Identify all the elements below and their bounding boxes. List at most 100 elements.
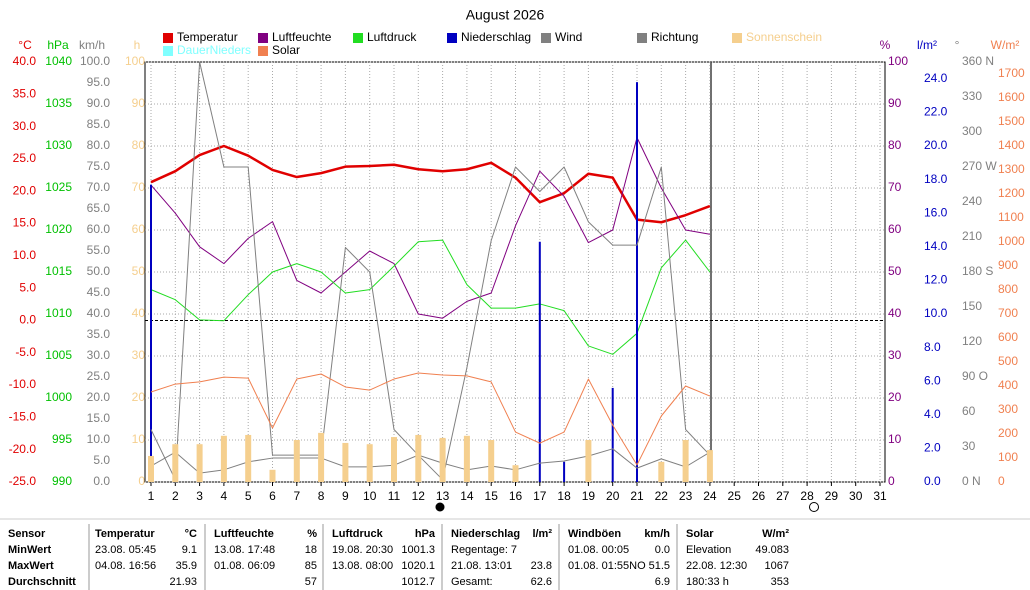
cell-left: Solar: [686, 528, 714, 540]
y-tick-label: 25.0: [87, 369, 111, 383]
x-tick-label: 11: [388, 489, 401, 503]
x-tick-label: 31: [873, 489, 887, 503]
cell-left: Luftdruck: [332, 528, 384, 540]
series-line: [150, 372, 711, 466]
legend-label: Solar: [272, 43, 300, 57]
bar: [658, 461, 665, 482]
bar: [415, 434, 422, 482]
y-tick-label: 330: [962, 89, 982, 103]
bar: [463, 435, 470, 482]
y-tick-label: 45.0: [87, 285, 111, 299]
cell-left: 23.08. 05:45: [95, 544, 156, 556]
y-tick-label: 100.0: [80, 54, 110, 68]
y-tick-label: -10.0: [9, 377, 37, 391]
x-tick-label: 3: [196, 489, 203, 503]
y-tick-label: 120: [962, 334, 982, 348]
y-tick-label: 12.0: [924, 273, 948, 287]
cell-left: 04.08. 16:56: [95, 560, 156, 572]
x-tick-label: 9: [342, 489, 349, 503]
y-tick-label: 30.0: [13, 119, 37, 133]
axis-unit: l/m²: [917, 38, 937, 52]
legend-swatch: [163, 46, 173, 56]
y-tick-label: 80.0: [87, 138, 111, 152]
legend-label: Sonnenschein: [746, 30, 822, 44]
y-tick-label: 300: [962, 124, 982, 138]
y-tick-label: 60: [888, 222, 902, 236]
cell-left: 01.08. 00:05: [568, 544, 629, 556]
axis-unit: °C: [18, 38, 32, 52]
y-tick-label: 1500: [998, 114, 1025, 128]
y-tick-label: 30: [888, 348, 902, 362]
bar: [488, 440, 495, 482]
y-tick-label: 80: [132, 138, 146, 152]
legend-label: Luftfeuchte: [272, 30, 332, 44]
y-tick-label: 1000: [45, 390, 72, 404]
y-tick-label: 15.0: [87, 411, 111, 425]
y-tick-label: 16.0: [924, 205, 948, 219]
y-tick-label: 0: [888, 474, 895, 488]
legend-label: Luftdruck: [367, 30, 417, 44]
row-label: MaxWert: [8, 560, 54, 572]
bar: [269, 469, 276, 482]
cell-left: Niederschlag: [451, 528, 520, 540]
y-tick-label: 70.0: [87, 180, 111, 194]
x-tick-label: 17: [533, 489, 547, 503]
bar: [538, 241, 541, 482]
new-moon: [435, 502, 445, 512]
cell-value: 18: [305, 544, 317, 556]
cell-value: 9.1: [182, 544, 197, 556]
x-tick-label: 21: [630, 489, 644, 503]
x-tick-label: 25: [728, 489, 742, 503]
x-tick-label: 24: [703, 489, 717, 503]
y-tick-label: 1035: [45, 96, 72, 110]
x-tick-label: 6: [269, 489, 276, 503]
y-tick-label: 10.0: [87, 432, 111, 446]
x-tick-label: 29: [825, 489, 839, 503]
y-tick-label: 300: [998, 402, 1018, 416]
cell-value: °C: [185, 528, 197, 540]
y-tick-label: 10.0: [13, 248, 37, 262]
y-tick-label: 240: [962, 194, 982, 208]
cell-value: 1067: [765, 560, 789, 572]
y-tick-label: 20: [888, 390, 902, 404]
x-tick-label: 19: [582, 489, 596, 503]
y-tick-label: 10: [888, 432, 902, 446]
bar: [172, 444, 179, 482]
bar: [585, 440, 592, 482]
y-tick-label: 500: [998, 354, 1018, 368]
x-tick-label: 28: [800, 489, 814, 503]
y-tick-label: 90: [132, 96, 146, 110]
y-tick-label: 100: [888, 54, 908, 68]
y-tick-label: 30: [132, 348, 146, 362]
y-tick-label: 995: [52, 432, 72, 446]
x-tick-label: 4: [221, 489, 228, 503]
y-tick-label: 100: [998, 450, 1018, 464]
series-line: [150, 239, 711, 355]
legend-swatch: [258, 33, 268, 43]
y-tick-label: 50.0: [87, 264, 111, 278]
cell-value: 353: [771, 576, 789, 588]
cell-value: km/h: [644, 528, 670, 540]
y-tick-label: 4.0: [924, 407, 941, 421]
y-tick-label: 30.0: [87, 348, 111, 362]
y-tick-label: 60: [132, 222, 146, 236]
series-line: [150, 61, 711, 481]
cell-value: 85: [305, 560, 317, 572]
y-tick-label: 1020: [45, 222, 72, 236]
cell-value: 57: [305, 576, 317, 588]
y-tick-label: 20.0: [87, 390, 111, 404]
axis-unit: °: [955, 38, 960, 52]
bar: [245, 434, 252, 482]
legend-swatch: [447, 33, 457, 43]
bar: [391, 437, 397, 482]
y-tick-label: 1040: [45, 54, 72, 68]
cell-left: 180:33 h: [686, 576, 729, 588]
y-tick-label: 1010: [45, 306, 72, 320]
y-tick-label: 0 N: [962, 474, 981, 488]
y-tick-label: 150: [962, 299, 982, 313]
y-tick-label: -5.0: [15, 345, 36, 359]
x-tick-label: 18: [557, 489, 571, 503]
cell-value: 6.9: [655, 576, 670, 588]
y-tick-label: 22.0: [924, 105, 948, 119]
y-tick-label: 85.0: [87, 117, 111, 131]
